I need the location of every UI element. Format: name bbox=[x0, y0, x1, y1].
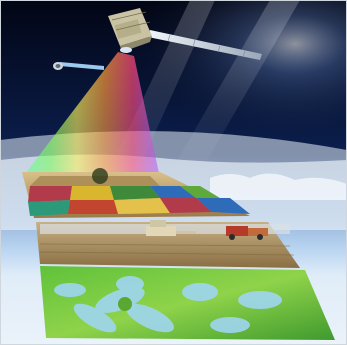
tractor bbox=[226, 226, 268, 240]
harvester bbox=[146, 220, 196, 236]
leaf-closeup-panel bbox=[40, 266, 335, 340]
spectral-beam bbox=[22, 52, 160, 178]
harvest-field-panel bbox=[36, 220, 300, 268]
cloud-layer bbox=[210, 173, 347, 200]
satellite-icon bbox=[108, 8, 262, 60]
crop-mosaic-panel bbox=[22, 168, 250, 218]
small-satellite-icon bbox=[53, 62, 104, 70]
